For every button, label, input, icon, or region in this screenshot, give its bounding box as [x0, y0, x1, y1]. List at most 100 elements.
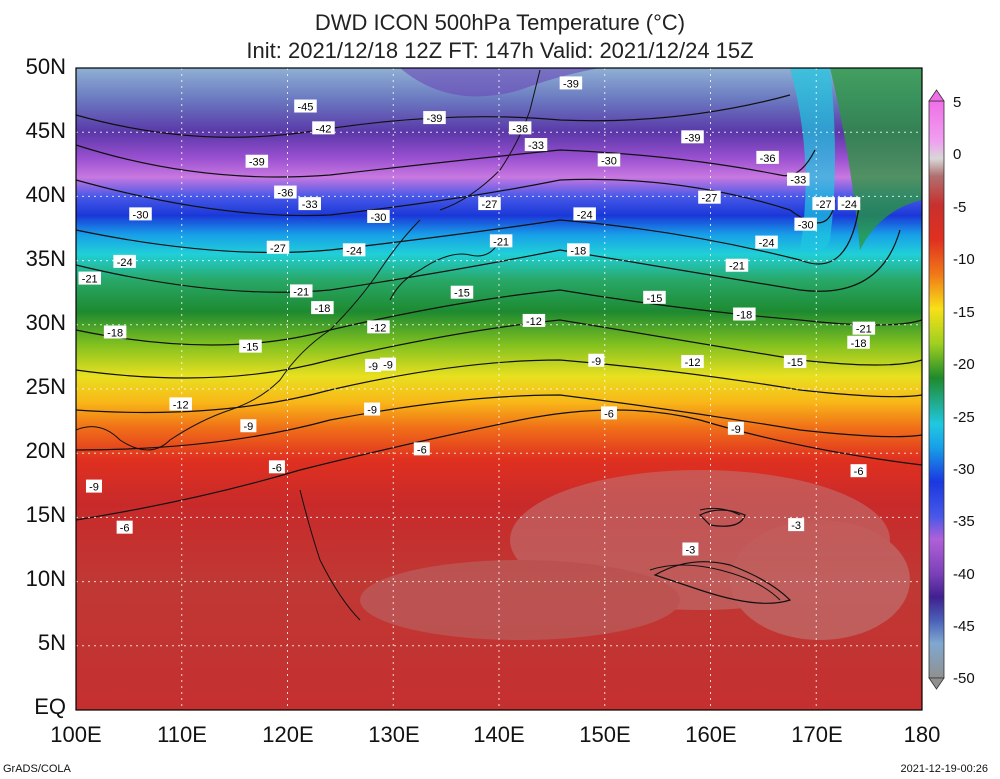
contour-label-text: -39 — [685, 132, 701, 144]
contour-label-box — [850, 464, 867, 478]
contour-label-text: -24 — [841, 199, 857, 211]
contour-label-text: -6 — [120, 523, 130, 535]
contour-label-box — [298, 197, 321, 211]
contour-label-text: -24 — [117, 257, 133, 269]
contour-label: -24 — [573, 207, 596, 221]
lon-label: 140E — [473, 722, 525, 747]
contour-label: -12 — [169, 397, 192, 411]
contour-label: -21 — [78, 271, 101, 286]
lat-label: 20N — [25, 438, 66, 463]
contour-label-box — [78, 271, 101, 285]
lat-label: 35N — [25, 246, 66, 271]
contour-label-text: -18 — [851, 338, 867, 350]
contour-label: -21 — [725, 258, 749, 273]
contour-label-box — [727, 421, 744, 435]
contour-label: -6 — [413, 442, 430, 456]
lon-label: 100E — [50, 722, 102, 747]
contour-label: -30 — [597, 153, 621, 167]
lon-label: 180 — [903, 722, 941, 747]
contour-label-box — [274, 185, 297, 199]
contour-label-box — [794, 217, 817, 231]
contour-label-box — [643, 290, 666, 304]
contour-label-box — [312, 121, 335, 135]
contour-label: -24 — [755, 235, 778, 250]
lat-label: 25N — [25, 374, 66, 399]
contour-label: -9 — [365, 358, 382, 373]
contour-label-text: -36 — [277, 188, 293, 200]
contour-label-text: -6 — [854, 466, 864, 478]
contour-label-text: -9 — [591, 356, 601, 368]
contour-label-box — [268, 460, 285, 474]
contour-label: -9 — [85, 479, 102, 494]
contour-label: -9 — [364, 402, 381, 417]
contour-label-text: -36 — [760, 153, 776, 165]
contour-label: -36 — [508, 121, 532, 135]
contour-label-text: -21 — [729, 261, 745, 273]
contour-label: -15 — [450, 285, 474, 300]
contour-label-box — [364, 402, 381, 416]
lat-label: 30N — [25, 310, 66, 335]
contour-label: -33 — [298, 197, 321, 211]
contour-label-text: -30 — [601, 155, 617, 167]
contour-label-text: -15 — [787, 357, 803, 369]
contour-label-box — [423, 111, 446, 125]
lat-label: 50N — [25, 54, 66, 79]
contour-label: -9 — [379, 357, 396, 372]
contour-label-text: -9 — [367, 405, 377, 417]
contour-label-box — [522, 313, 546, 327]
contour-label-box — [588, 353, 605, 367]
contour-label: -18 — [103, 325, 127, 340]
contour-label-box — [116, 520, 133, 534]
colorbar-top-arrow — [928, 89, 945, 102]
contour-label-text: -21 — [82, 274, 98, 286]
contour-label-box — [413, 442, 430, 456]
contour-label-box — [240, 419, 257, 433]
contour-label: -12 — [681, 355, 704, 369]
lat-label: 15N — [25, 502, 66, 527]
contour-label-text: -12 — [370, 322, 386, 334]
contour-label-box — [489, 234, 513, 248]
contour-label: -12 — [522, 313, 546, 328]
contour-label: -15 — [783, 355, 807, 369]
contour-label: -24 — [342, 243, 366, 257]
contour-label: -39 — [559, 76, 583, 90]
map-title: DWD ICON 500hPa Temperature (°C) — [314, 10, 686, 35]
contour-label-text: -3 — [686, 545, 696, 557]
contour-label-box — [294, 99, 317, 113]
contour-label-box — [847, 335, 870, 349]
colorbar-label: -10 — [953, 251, 975, 268]
coastlines — [75, 69, 781, 621]
contour-label-text: -30 — [133, 209, 149, 221]
colorbar — [928, 89, 945, 690]
contour-label-box — [103, 325, 127, 339]
contour-label-box — [367, 320, 390, 334]
contour-label-text: -3 — [791, 520, 801, 532]
contour-label: -6 — [116, 520, 133, 535]
colorbar-label: -25 — [953, 409, 975, 426]
contour-label: -27 — [698, 190, 721, 205]
lat-label: 5N — [37, 630, 66, 655]
colorbar-label: -30 — [953, 461, 975, 478]
contour-label: -21 — [489, 234, 513, 248]
contour-label-box — [450, 285, 474, 299]
contour-label-text: -30 — [798, 220, 814, 232]
contour-label-text: -6 — [417, 444, 427, 456]
footer-timestamp: 2021-12-19-00:26 — [900, 763, 988, 775]
contour-label-text: -27 — [270, 243, 286, 255]
contour-label: -27 — [478, 197, 501, 211]
contour-label: -24 — [113, 254, 136, 269]
contour-label-box — [756, 150, 779, 164]
colorbar-label: -20 — [953, 356, 975, 373]
contour-label-box — [755, 235, 778, 249]
colorbar-label: -35 — [953, 513, 975, 530]
contour-label-box — [573, 207, 596, 221]
contour-label-box — [783, 355, 807, 369]
contour-label: -21 — [289, 284, 313, 298]
contour-label: -18 — [733, 307, 756, 322]
contour-label-box — [682, 542, 699, 556]
colorbar-bottom-arrow — [928, 677, 945, 690]
contour-label-text: -39 — [563, 78, 579, 90]
contour-label-text: -15 — [243, 342, 259, 354]
lat-label: 40N — [25, 182, 66, 207]
contour-label: -15 — [239, 339, 262, 354]
